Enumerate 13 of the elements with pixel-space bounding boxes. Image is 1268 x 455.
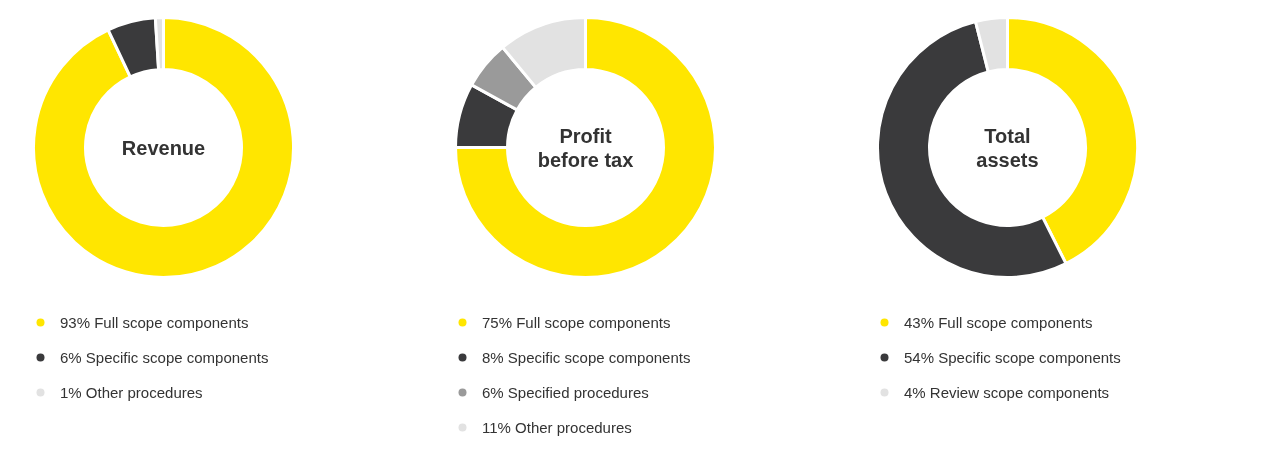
- legend-label: 11% Other procedures: [482, 418, 632, 436]
- text: Total assets: [976, 124, 1039, 171]
- legend-label: 4% Review scope components: [904, 383, 1110, 401]
- legend-label: 43% Full scope components: [904, 313, 1093, 331]
- text: Revenue: [121, 136, 206, 159]
- legend-label: 8% Specific scope components: [482, 348, 691, 366]
- legend-label: 93% Full scope components: [60, 313, 249, 331]
- text: Profit before tax: [537, 124, 634, 171]
- legend-label: 6% Specified procedures: [482, 383, 649, 401]
- legend-label: 54% Specific scope components: [904, 348, 1121, 366]
- legend-label: 75% Full scope components: [482, 313, 671, 331]
- legend-label: 1% Other procedures: [60, 383, 203, 401]
- legend-label: 6% Specific scope components: [60, 348, 269, 366]
